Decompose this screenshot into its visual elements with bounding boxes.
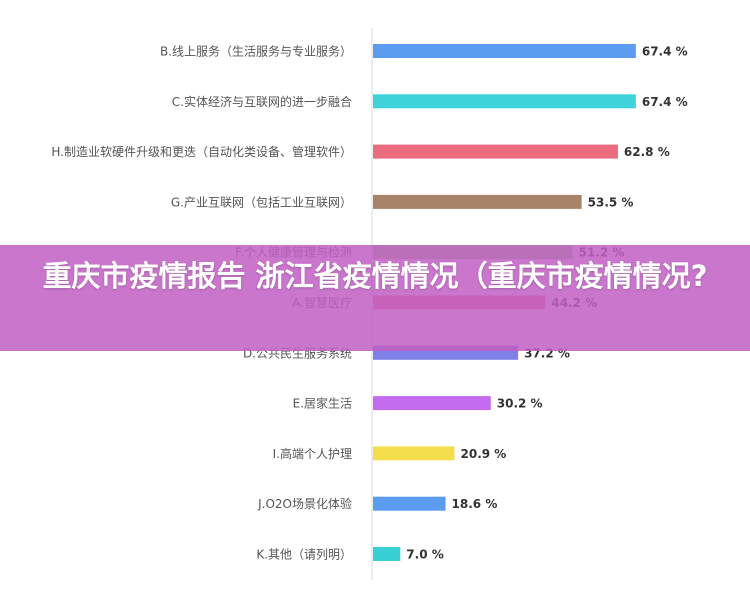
bar: [373, 496, 446, 511]
value-label: 62.8 %: [624, 145, 670, 159]
bar: [373, 396, 491, 411]
bar: [373, 194, 582, 209]
bar: [373, 446, 455, 461]
category-label: H.制造业软硬件升级和更迭（自动化类设备、管理软件）: [51, 144, 352, 159]
value-label: 53.5 %: [588, 195, 634, 209]
value-label: 7.0 %: [406, 548, 443, 562]
category-label: B.线上服务（生活服务与专业服务）: [160, 44, 352, 59]
value-label: 30.2 %: [497, 397, 543, 411]
title-banner: [0, 245, 750, 351]
banner-title: 重庆市疫情报告 浙江省疫情情况（重庆市疫情情况?: [42, 259, 708, 293]
category-label: J.O2O场景化体验: [257, 496, 352, 511]
value-label: 67.4 %: [642, 95, 688, 109]
bar: [373, 144, 618, 159]
category-label: C.实体经济与互联网的进一步融合: [172, 94, 352, 109]
bar: [373, 44, 636, 58]
category-label: I.高端个人护理: [273, 446, 352, 461]
value-label: 67.4 %: [642, 45, 688, 59]
bar: [373, 94, 636, 109]
value-label: 20.9 %: [461, 447, 507, 461]
category-label: G.产业互联网（包括工业互联网）: [171, 194, 352, 209]
category-label: E.居家生活: [293, 396, 352, 411]
value-label: 18.6 %: [452, 497, 498, 511]
bar: [373, 547, 401, 561]
category-label: K.其他（请列明）: [256, 548, 352, 562]
